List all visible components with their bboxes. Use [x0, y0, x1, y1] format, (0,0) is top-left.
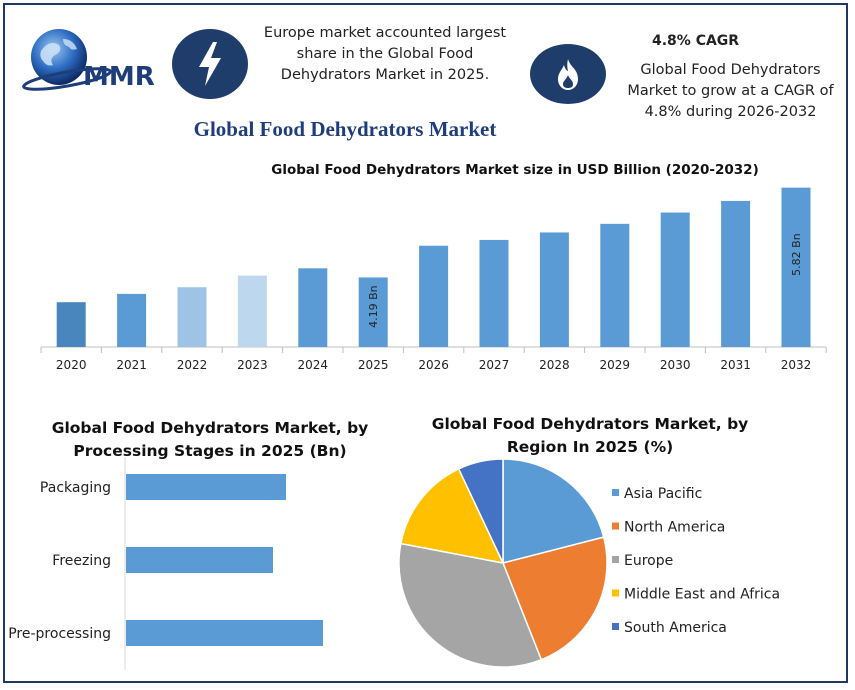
data-label-2032: 5.82 Bn: [790, 233, 803, 276]
x-tick-label-2025: 2025: [358, 358, 389, 372]
bar-freezing: [126, 547, 273, 573]
legend-swatch-middle-east-and-africa: [612, 589, 619, 597]
legend-swatch-asia-pacific: [612, 489, 619, 496]
cagr-title: 4.8% CAGR: [652, 33, 740, 49]
bar-2023: [237, 275, 267, 347]
legend-label-north-america: North America: [624, 520, 725, 536]
legend-swatch-north-america: [612, 522, 619, 530]
bar-2030: [660, 212, 690, 347]
bar-2026: [419, 245, 449, 347]
logo-text: MMR: [83, 62, 155, 92]
flame-badge: [530, 44, 606, 104]
mmr-logo: MMR: [19, 21, 169, 99]
pie-slice-north-america: [501, 536, 608, 661]
infographic-frame: MMR Europe market accounted largest shar…: [3, 3, 848, 683]
x-tick-label-2023: 2023: [237, 358, 268, 372]
x-tick-label-2031: 2031: [720, 358, 751, 372]
x-tick-label-2029: 2029: [600, 358, 631, 372]
bar-packaging: [126, 474, 286, 500]
main-title: Global Food Dehydrators Market: [193, 117, 497, 141]
processing-stages-bar-chart: Packaging Freezing Pre-processing: [8, 457, 323, 670]
data-label-2025: 4.19 Bn: [367, 285, 380, 328]
bar-2022: [177, 287, 207, 347]
bar-2021: [117, 293, 147, 347]
pie-slice-middle-east-and-africa: [399, 467, 505, 565]
europe-share-text: Europe market accounted largest share in…: [263, 25, 507, 83]
legend-swatch-south-america: [612, 623, 619, 630]
x-tick-label-2021: 2021: [116, 358, 147, 372]
legend-label-middle-east-and-africa: Middle East and Africa: [624, 587, 780, 603]
x-tick-label-2027: 2027: [479, 358, 510, 372]
bar-2031: [721, 200, 751, 347]
cagr-text: Global Food Dehydrators Market to grow a…: [627, 62, 834, 120]
bar-2027: [479, 239, 509, 347]
flame-icon: [558, 59, 578, 90]
pie-slice-south-america: [457, 458, 504, 564]
pie-slice-asia-pacific: [502, 458, 605, 564]
x-tick-label-2028: 2028: [539, 358, 570, 372]
bar-2025: [358, 277, 388, 347]
bar-2020: [56, 302, 86, 347]
x-tick-label-2020: 2020: [56, 358, 87, 372]
bar-2029: [600, 223, 630, 347]
legend-label-south-america: South America: [624, 620, 727, 636]
region-pie-chart: Asia Pacific North America Europe Middle Ea…: [398, 458, 780, 668]
category-label-pre-processing: Pre-processing: [8, 626, 111, 642]
x-tick-label-2026: 2026: [418, 358, 449, 372]
bar-2024: [298, 268, 328, 347]
pie-slice-europe: [398, 542, 543, 668]
category-label-packaging: Packaging: [40, 480, 111, 496]
bar-chart-title: Global Food Dehydrators Market size in U…: [271, 162, 759, 178]
legend-swatch-europe: [612, 556, 619, 563]
market-size-bar-chart: 2020 2021 2022 2023 2024 2025 4.19 Bn 2026 2027 2…: [40, 187, 827, 372]
globe-icon: [22, 29, 112, 91]
x-tick-label-2022: 2022: [177, 358, 208, 372]
lightning-bolt-badge: [172, 29, 248, 99]
bar-2028: [539, 232, 569, 347]
bar-2032: [781, 187, 811, 347]
legend-label-asia-pacific: Asia Pacific: [624, 486, 702, 502]
x-tick-label-2030: 2030: [660, 358, 691, 372]
legend-label-europe: Europe: [624, 553, 673, 569]
x-tick-label-2032: 2032: [781, 358, 812, 372]
lightning-bolt-icon: [199, 42, 221, 86]
x-tick-label-2024: 2024: [298, 358, 329, 372]
bar-pre-processing: [126, 620, 323, 646]
category-label-freezing: Freezing: [52, 553, 111, 569]
region-chart-title: Global Food Dehydrators Market, by Regio…: [431, 415, 749, 456]
processing-chart-title: Global Food Dehydrators Market, by Proce…: [51, 419, 369, 460]
